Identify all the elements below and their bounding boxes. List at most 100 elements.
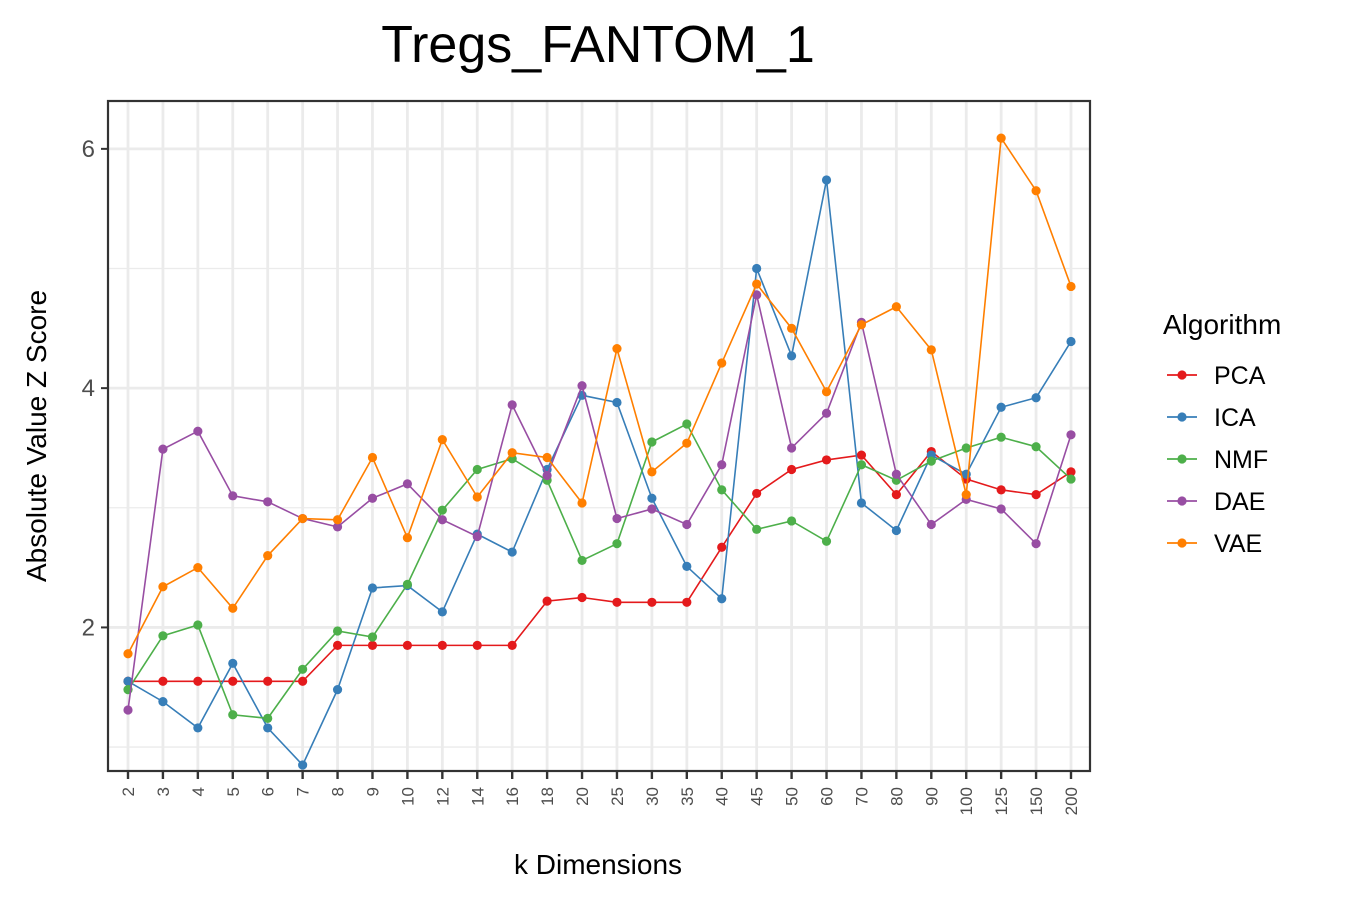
data-point-dae xyxy=(332,522,343,532)
data-point-vae xyxy=(123,649,133,659)
data-point-vae xyxy=(228,603,238,613)
data-point-nmf xyxy=(786,516,797,526)
data-point-ica xyxy=(1031,393,1041,403)
data-point-ica xyxy=(228,658,238,668)
x-tick-label: 150 xyxy=(1027,787,1046,815)
x-tick-label: 3 xyxy=(154,787,173,796)
x-tick-label: 6 xyxy=(259,787,278,796)
x-tick-label: 7 xyxy=(294,787,313,796)
x-tick-label: 100 xyxy=(957,787,976,815)
x-tick-label: 9 xyxy=(363,787,382,796)
x-tick-label: 80 xyxy=(887,787,906,806)
data-point-pca xyxy=(158,676,168,686)
series-nmf xyxy=(123,419,1076,723)
data-point-dae xyxy=(996,504,1006,514)
y-tick-label: 4 xyxy=(82,375,95,402)
data-point-pca xyxy=(263,676,273,686)
data-point-pca xyxy=(367,640,378,650)
data-point-pca xyxy=(402,640,413,650)
data-point-nmf xyxy=(926,456,936,466)
data-point-vae xyxy=(437,434,447,445)
data-point-vae xyxy=(996,133,1006,143)
x-tick-label: 12 xyxy=(433,787,452,806)
data-point-nmf xyxy=(437,505,447,515)
data-point-ica xyxy=(158,697,168,707)
data-point-nmf xyxy=(752,524,762,534)
data-point-vae xyxy=(402,533,413,543)
legend-item-ica: ICA xyxy=(1167,404,1256,432)
data-point-vae xyxy=(507,448,517,458)
x-tick-label: 20 xyxy=(573,787,592,806)
data-point-vae xyxy=(717,358,727,368)
data-point-ica xyxy=(647,493,657,503)
data-point-dae xyxy=(193,426,203,436)
data-point-pca xyxy=(682,597,692,607)
data-point-pca xyxy=(298,676,308,686)
y-tick-label: 2 xyxy=(82,614,95,641)
data-point-nmf xyxy=(228,710,238,720)
data-point-dae xyxy=(612,513,622,524)
legend-label: PCA xyxy=(1214,362,1266,390)
x-tick-label: 16 xyxy=(503,787,522,806)
data-point-ica xyxy=(821,175,832,185)
series-pca xyxy=(123,446,1076,686)
data-point-nmf xyxy=(193,620,203,630)
data-point-dae xyxy=(647,504,657,514)
x-tick-label: 60 xyxy=(818,787,837,806)
data-point-dae xyxy=(228,491,238,501)
data-point-pca xyxy=(996,485,1006,495)
data-point-nmf xyxy=(263,713,273,723)
data-point-dae xyxy=(717,460,727,470)
legend-key-point xyxy=(1177,454,1187,464)
data-point-vae xyxy=(647,467,657,477)
data-point-dae xyxy=(682,519,692,530)
data-point-nmf xyxy=(612,539,622,549)
data-point-ica xyxy=(1066,336,1076,347)
data-point-dae xyxy=(472,531,482,542)
data-point-nmf xyxy=(298,664,308,674)
data-point-nmf xyxy=(717,485,727,495)
data-point-vae xyxy=(856,320,867,330)
x-tick-label: 125 xyxy=(992,787,1011,815)
data-point-vae xyxy=(682,438,692,448)
series-line-dae xyxy=(127,294,1072,711)
data-point-pca xyxy=(507,640,517,650)
data-point-dae xyxy=(786,443,797,453)
series-layer xyxy=(123,133,1076,770)
data-point-vae xyxy=(786,323,797,333)
data-point-dae xyxy=(158,444,168,454)
data-point-dae xyxy=(1066,430,1076,440)
data-point-pca xyxy=(717,542,727,552)
legend-item-pca: PCA xyxy=(1167,362,1266,390)
x-tick-label: 35 xyxy=(678,787,697,806)
legend-key-point xyxy=(1177,538,1187,548)
y-axis-title: Absolute Value Z Score xyxy=(21,290,52,582)
legend-label: NMF xyxy=(1214,446,1268,474)
data-point-nmf xyxy=(472,464,482,475)
series-line-vae xyxy=(127,135,1072,655)
data-point-vae xyxy=(961,490,971,500)
legend: Algorithm PCA ICA NMF DAE VAE xyxy=(1163,309,1281,558)
data-point-nmf xyxy=(996,432,1006,442)
legend-item-vae: VAE xyxy=(1167,530,1262,558)
data-point-dae xyxy=(367,493,378,503)
data-point-pca xyxy=(647,597,657,607)
data-point-dae xyxy=(123,705,133,715)
x-tick-label: 10 xyxy=(398,787,417,806)
x-tick-label: 45 xyxy=(748,787,767,806)
data-point-pca xyxy=(1031,490,1041,500)
legend-item-dae: DAE xyxy=(1167,488,1265,516)
data-point-vae xyxy=(472,492,482,502)
series-line-ica xyxy=(127,179,1072,767)
data-point-pca xyxy=(193,676,203,686)
legend-title: Algorithm xyxy=(1163,309,1281,340)
data-point-pca xyxy=(472,640,482,650)
data-point-vae xyxy=(263,551,273,561)
data-point-vae xyxy=(367,452,378,463)
data-point-pca xyxy=(437,640,447,650)
x-tick-label: 70 xyxy=(852,787,871,806)
data-point-pca xyxy=(1066,467,1076,477)
chart-title: Tregs_FANTOM_1 xyxy=(381,16,814,74)
data-point-pca xyxy=(577,592,587,603)
